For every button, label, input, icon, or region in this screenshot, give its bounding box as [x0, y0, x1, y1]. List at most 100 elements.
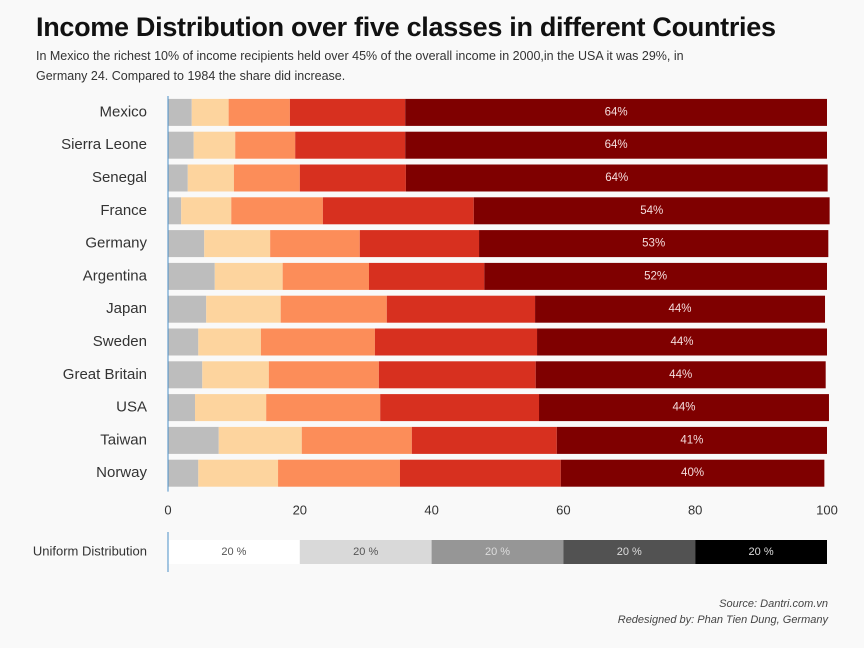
bar-segment [168, 394, 196, 422]
bar-segment [168, 295, 207, 323]
data-label: 44% [669, 369, 692, 381]
bar-segment [260, 328, 375, 356]
y-tick-label: Norway [96, 464, 147, 481]
data-label: 64% [605, 172, 628, 184]
bar-segment [386, 295, 536, 323]
y-tick-label: Japan [106, 300, 147, 317]
bar-segment [206, 295, 281, 323]
bar-segment [168, 164, 188, 192]
y-tick-label: Senegal [92, 169, 147, 186]
bar-segment [198, 459, 279, 487]
bar-segment [537, 328, 827, 356]
y-tick-label: Mexico [99, 103, 147, 120]
bar-segment [560, 459, 825, 487]
bar-segment [539, 394, 829, 422]
reference-label: Uniform Distribution [33, 543, 147, 558]
reference-value-label: 20 % [221, 546, 246, 558]
bar-segment [270, 230, 360, 258]
reference-segment [695, 540, 827, 564]
bar-segment [168, 459, 199, 487]
bar-segment [473, 197, 830, 225]
bar-segment [556, 426, 827, 454]
bar-segment [374, 328, 538, 356]
data-label: 53% [642, 238, 665, 250]
y-tick-label: USA [116, 399, 147, 416]
chart-subtitle: In Mexico the richest 10% of income reci… [36, 49, 684, 83]
bar-segment [266, 394, 381, 422]
bar-segment [191, 98, 229, 126]
reference-segment [431, 540, 564, 564]
bar-segment [278, 459, 400, 487]
bar-segment [399, 459, 561, 487]
bar-segment [187, 164, 234, 192]
bar-segment [198, 328, 261, 356]
bar-segment [168, 262, 215, 290]
bar-segment [359, 230, 480, 258]
bar-segment [214, 262, 283, 290]
data-label: 40% [681, 467, 704, 479]
bar-segment [204, 230, 271, 258]
bar-segment [301, 426, 412, 454]
bar-segment [405, 131, 827, 159]
reference-segment [563, 540, 696, 564]
data-label: 54% [640, 205, 663, 217]
reference-segment [299, 540, 432, 564]
data-label: 44% [669, 303, 692, 315]
bar-segment [168, 131, 194, 159]
bar-segment [231, 197, 323, 225]
reference-segment [168, 540, 300, 564]
reference-value-label: 20 % [485, 546, 510, 558]
bar-segment [181, 197, 232, 225]
x-tick-label: 40 [424, 502, 438, 517]
data-label: 41% [680, 434, 703, 446]
y-tick-label: Argentina [83, 267, 148, 284]
bar-segment [193, 131, 236, 159]
reference-value-label: 20 % [617, 546, 642, 558]
bar-segment [378, 361, 536, 389]
bar-segment [168, 426, 219, 454]
bar-segment [295, 131, 406, 159]
source-note: Source: Dantri.com.vn [719, 598, 828, 610]
data-label: 64% [605, 139, 628, 151]
bar-segment [405, 98, 827, 126]
reference-value-label: 20 % [353, 546, 378, 558]
credit-note: Redesigned by: Phan Tien Dung, Germany [617, 614, 828, 626]
bar-segment [535, 361, 826, 389]
bar-segment [218, 426, 302, 454]
bar-segment [168, 230, 205, 258]
y-tick-label: Taiwan [100, 431, 147, 448]
x-tick-label: 60 [556, 502, 570, 517]
bar-segment [168, 98, 192, 126]
bar-segment [195, 394, 267, 422]
bar-segment [289, 98, 406, 126]
bar-segment [168, 328, 199, 356]
bar-segment [411, 426, 557, 454]
bar-segment [368, 262, 485, 290]
bar-segment [405, 164, 828, 192]
data-label: 64% [605, 106, 628, 118]
data-label: 44% [671, 336, 694, 348]
reference-value-label: 20 % [749, 546, 774, 558]
bar-segment [280, 295, 387, 323]
bar-segment [299, 164, 406, 192]
y-tick-label: Germany [85, 235, 147, 252]
bar-segment [535, 295, 826, 323]
x-tick-label: 80 [688, 502, 702, 517]
bar-segment [228, 98, 290, 126]
bar-segment [484, 262, 827, 290]
y-tick-label: Sierra Leone [61, 136, 147, 153]
bar-segment [168, 197, 182, 225]
x-tick-label: 20 [293, 502, 307, 517]
y-tick-label: Great Britain [63, 366, 147, 383]
bar-segment [268, 361, 379, 389]
bar-segment [233, 164, 300, 192]
data-label: 52% [644, 270, 667, 282]
data-label: 44% [672, 402, 695, 414]
bar-segment [168, 361, 203, 389]
bar-segment [282, 262, 369, 290]
y-tick-label: France [100, 202, 147, 219]
bar-segment [479, 230, 829, 258]
chart-title: Income Distribution over five classes in… [36, 12, 776, 42]
